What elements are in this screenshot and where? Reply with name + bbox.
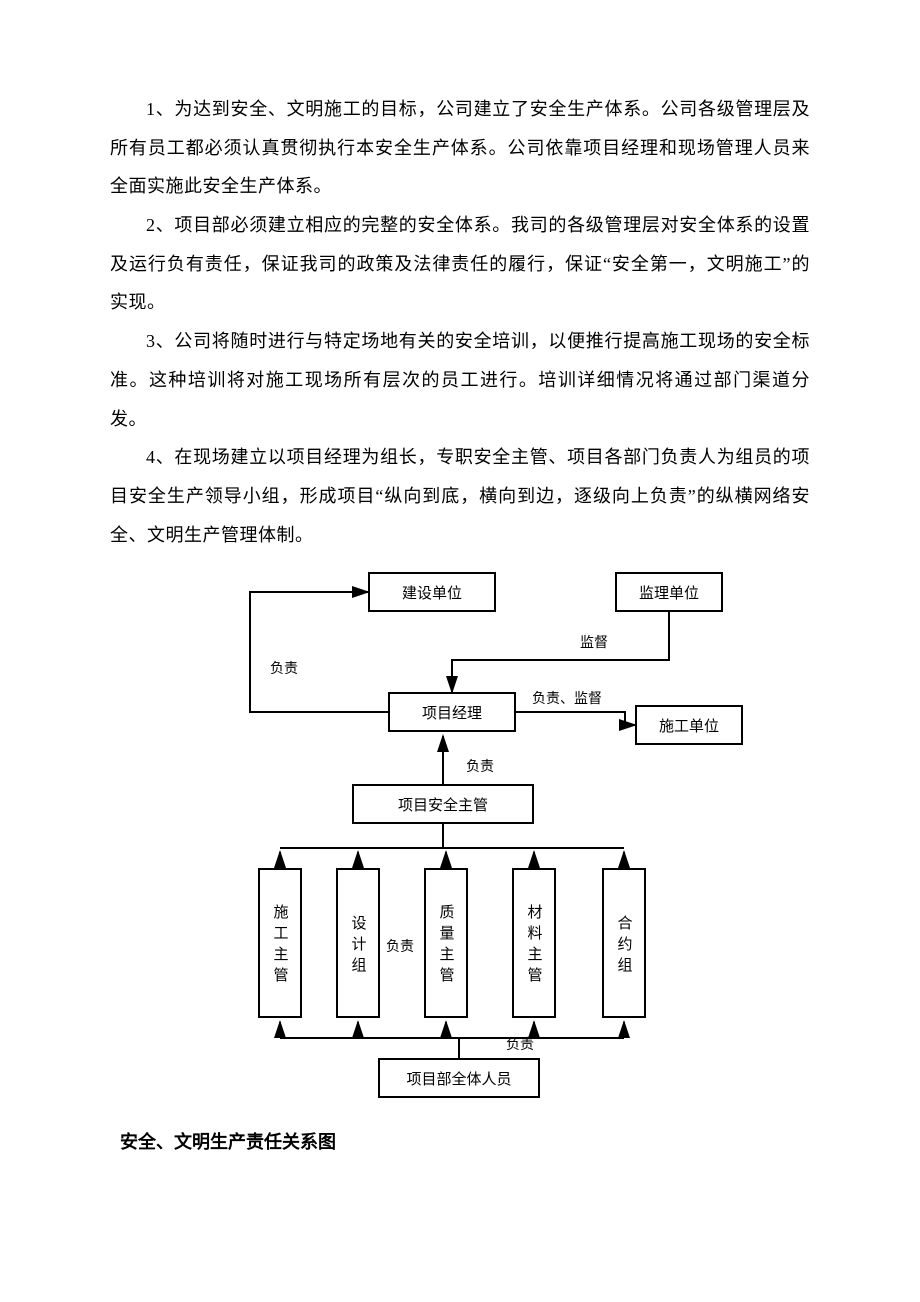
paragraph-4: 4、在现场建立以项目经理为组长，专职安全主管、项目各部门负责人为组员的项目安全生… — [110, 438, 810, 554]
edge-label-responsible-1: 负责 — [270, 658, 298, 678]
edge-label-responsible-3: 负责 — [386, 936, 414, 956]
node-project-manager: 项目经理 — [388, 692, 516, 732]
paragraph-2: 2、项目部必须建立相应的完整的安全体系。我司的各级管理层对安全体系的设置及运行负… — [110, 206, 810, 322]
node-dept-design: 设计组 — [336, 868, 380, 1018]
node-all-staff: 项目部全体人员 — [378, 1058, 540, 1098]
paragraph-3: 3、公司将随时进行与特定场地有关的安全培训，以便推行提高施工现场的安全标准。这种… — [110, 322, 810, 438]
node-dept-quality: 质量主管 — [424, 868, 468, 1018]
flowchart-connectors — [170, 560, 750, 1120]
node-dept5-label: 合约组 — [614, 915, 635, 978]
paragraph-1: 1、为达到安全、文明施工的目标，公司建立了安全生产体系。公司各级管理层及所有员工… — [110, 90, 810, 206]
node-dept4-label: 材料主管 — [524, 904, 545, 988]
edge-label-responsible-4: 负责 — [506, 1034, 534, 1054]
edge-label-responsible-2: 负责 — [466, 756, 494, 776]
node-const-unit-label: 施工单位 — [659, 715, 719, 736]
node-supervisor: 监理单位 — [615, 572, 723, 612]
node-construction-unit: 施工单位 — [635, 705, 743, 745]
edge-label-supervise: 监督 — [580, 632, 608, 652]
node-all-staff-label: 项目部全体人员 — [406, 1068, 511, 1089]
node-safety-mgr-label: 项目安全主管 — [398, 794, 488, 815]
node-safety-manager: 项目安全主管 — [352, 784, 534, 824]
node-dept1-label: 施工主管 — [270, 904, 291, 988]
node-dept3-label: 质量主管 — [436, 904, 457, 988]
node-pm-label: 项目经理 — [422, 702, 482, 723]
edge-label-resp-supervise: 负责、监督 — [532, 688, 602, 708]
node-build-unit-label: 建设单位 — [402, 582, 462, 603]
node-dept-construction: 施工主管 — [258, 868, 302, 1018]
node-dept2-label: 设计组 — [348, 915, 369, 978]
node-build-unit: 建设单位 — [368, 572, 496, 612]
diagram-caption: 安全、文明生产责任关系图 — [110, 1128, 810, 1154]
org-flowchart: 建设单位 监理单位 项目经理 施工单位 项目安全主管 施工主管 设计组 质量主管… — [170, 560, 750, 1120]
node-dept-material: 材料主管 — [512, 868, 556, 1018]
node-dept-contract: 合约组 — [602, 868, 646, 1018]
node-supervisor-label: 监理单位 — [639, 582, 699, 603]
